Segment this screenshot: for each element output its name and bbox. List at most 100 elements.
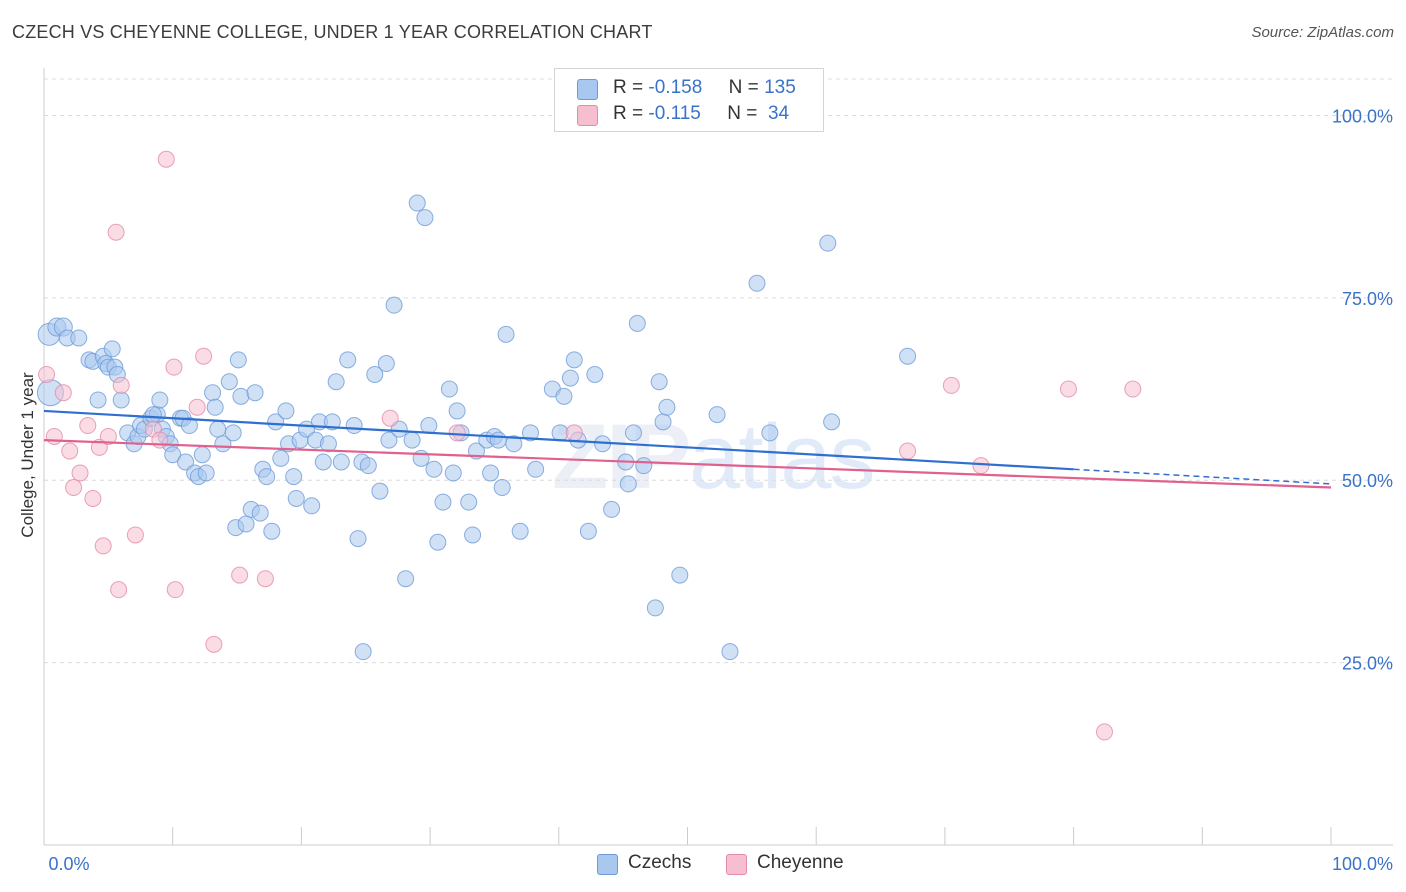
cheyenne-point (205, 635, 223, 653)
czechs-trend-extension (1073, 468, 1332, 485)
cheyenne-point (151, 431, 169, 449)
czechs-point (193, 446, 211, 464)
czechs-point (354, 643, 372, 661)
cheyenne-point (1124, 380, 1142, 398)
czechs-point (527, 460, 545, 478)
cheyenne-point (195, 347, 213, 365)
czechs-point (434, 493, 452, 511)
cheyenne-n-label: N = (727, 103, 758, 124)
czechs-point (619, 475, 637, 493)
czechs-point (646, 599, 664, 617)
czechs-point (761, 424, 779, 442)
czechs-point (819, 234, 837, 252)
cheyenne-point (256, 570, 274, 588)
czechs-point (371, 482, 389, 500)
cheyenne-point (110, 581, 128, 599)
czechs-swatch (577, 79, 598, 100)
czechs-point (327, 373, 345, 391)
cheyenne-swatch (577, 105, 598, 126)
czechs-point (151, 391, 169, 409)
czechs-point (403, 431, 421, 449)
cheyenne-point (166, 581, 184, 599)
x-tick-label-100: 100.0% (1332, 854, 1393, 874)
czechs-point (303, 497, 321, 515)
y-tick-label-25: 25.0% (1342, 654, 1393, 674)
czechs-point (339, 351, 357, 369)
cheyenne-point (157, 150, 175, 168)
czechs-point (144, 406, 162, 424)
czechs-point (823, 413, 841, 431)
czechs-point (511, 522, 529, 540)
czechs-point (425, 460, 443, 478)
czechs-point (628, 314, 646, 332)
czechs-r-value: -0.158 (648, 77, 703, 98)
cheyenne-point (38, 365, 56, 383)
czechs-point (229, 351, 247, 369)
czechs-point (551, 424, 569, 442)
czechs-point (448, 402, 466, 420)
czechs-point (561, 369, 579, 387)
cheyenne-point (90, 438, 108, 456)
czechs-point (748, 274, 766, 292)
czechs-point (482, 464, 500, 482)
cheyenne-point (165, 358, 183, 376)
czechs-point (366, 365, 384, 383)
cheyenne-n-value: 34 (767, 103, 790, 124)
czechs-point (521, 424, 539, 442)
cheyenne-point (381, 409, 399, 427)
czechs-point (263, 522, 281, 540)
czechs-point (429, 533, 447, 551)
czechs-point (246, 384, 264, 402)
czechs-point (314, 453, 332, 471)
czechs-point (359, 457, 377, 475)
czechs-point (444, 464, 462, 482)
czechs-point (323, 413, 341, 431)
czechs-point (579, 522, 597, 540)
czechs-point (112, 391, 130, 409)
czechs-point (164, 446, 182, 464)
cheyenne-point (54, 384, 72, 402)
czechs-point (420, 417, 438, 435)
czechs-point (654, 413, 672, 431)
cheyenne-r-value: -0.115 (648, 103, 701, 124)
czechs-point (460, 493, 478, 511)
cheyenne-point (1059, 380, 1077, 398)
czechs-point (624, 424, 642, 442)
cheyenne-point (71, 464, 89, 482)
czechs-point (493, 479, 511, 497)
cheyenne-point (84, 489, 102, 507)
czechs-point (464, 526, 482, 544)
y-axis-label: College, Under 1 year (18, 372, 37, 538)
czechs-point (332, 453, 350, 471)
czechs-point (103, 340, 121, 358)
czechs-point (397, 570, 415, 588)
czechs-point (272, 449, 290, 467)
cheyenne-point (448, 424, 466, 442)
cheyenne-legend-swatch (726, 854, 747, 875)
czechs-point (721, 643, 739, 661)
czechs-r-label: R = (613, 77, 644, 98)
czechs-point (505, 435, 523, 453)
cheyenne-point (942, 376, 960, 394)
czechs-point (658, 398, 676, 416)
cheyenne-point (899, 442, 917, 460)
cheyenne-trend-line (43, 439, 1332, 489)
czechs-point (565, 351, 583, 369)
czechs-point (237, 515, 255, 533)
czechs-n-label: N = (728, 77, 759, 98)
czechs-point (497, 325, 515, 343)
czechs-legend-label: Czechs (628, 852, 692, 873)
cheyenne-point (231, 566, 249, 584)
czechs-point (177, 453, 195, 471)
czechs-point (586, 365, 604, 383)
cheyenne-point (565, 424, 583, 442)
czechs-point (287, 489, 305, 507)
cheyenne-point (112, 376, 130, 394)
czechs-point (251, 504, 269, 522)
czechs-point (319, 435, 337, 453)
czechs-point (440, 380, 458, 398)
y-tick-label-100: 100.0% (1332, 106, 1393, 126)
czechs-point (555, 387, 573, 405)
czechs-point (899, 347, 917, 365)
y-tick-label-50: 50.0% (1342, 471, 1393, 491)
